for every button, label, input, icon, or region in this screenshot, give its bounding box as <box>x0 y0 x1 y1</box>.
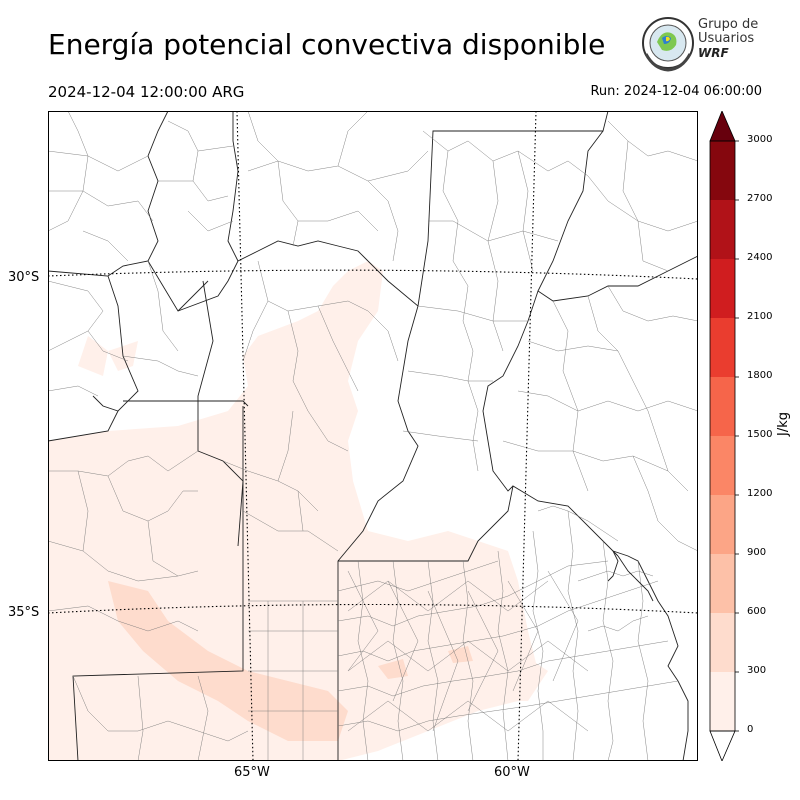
graticule <box>48 111 698 761</box>
logo-emblem-icon <box>642 17 694 72</box>
colorbar-tick-label: 1200 <box>747 488 773 499</box>
logo-line3: WRF <box>698 46 729 60</box>
province-borders <box>48 111 698 761</box>
cape-map <box>48 111 698 761</box>
colorbar-bin <box>710 200 735 259</box>
lon-label-65w: 65°W <box>234 765 270 780</box>
colorbar-bin <box>710 318 735 377</box>
colorbar <box>709 111 739 761</box>
colorbar-over-arrow <box>709 111 736 142</box>
logo-line2: Usuarios <box>698 31 755 46</box>
colorbar-tick-label: 3000 <box>747 134 773 145</box>
colorbar-tick-label: 600 <box>747 606 767 617</box>
valid-time: 2024-12-04 12:00:00 ARG <box>48 83 245 101</box>
colorbar-tick-label: 2700 <box>747 193 773 204</box>
colorbar-tick-label: 1800 <box>747 370 773 381</box>
colorbar-tick-label: 0 <box>747 724 754 735</box>
colorbar-bin <box>710 141 735 200</box>
colorbar-bin <box>710 495 735 554</box>
grupo-wrf-logo: Grupo de Usuarios WRF <box>640 16 765 74</box>
lon-label-60w: 60°W <box>494 765 530 780</box>
run-time: Run: 2024-12-04 06:00:00 <box>590 84 762 99</box>
colorbar-unit: J/kg <box>776 412 791 436</box>
colorbar-bin <box>710 554 735 613</box>
lat-label-35s: 35°S <box>8 605 40 620</box>
colorbar-tick-label: 2100 <box>747 311 773 322</box>
buenos-aires-partidos <box>337 505 679 761</box>
logo-line1: Grupo de <box>698 17 759 32</box>
colorbar-tick-label: 1500 <box>747 429 773 440</box>
colorbar-bin <box>710 377 735 436</box>
colorbar-bin <box>710 259 735 318</box>
colorbar-tick-label: 900 <box>747 547 767 558</box>
colorbar-under-arrow <box>709 730 736 761</box>
colorbar-tick-label: 300 <box>747 665 767 676</box>
lat-label-30s: 30°S <box>8 270 40 285</box>
colorbar-bin <box>710 672 735 731</box>
cape-field-300-600 <box>108 581 473 741</box>
colorbar-tick-label: 2400 <box>747 252 773 263</box>
colorbar-bin <box>710 436 735 495</box>
coastline <box>607 550 654 602</box>
colorbar-bin <box>710 613 735 672</box>
map-title: Energía potencial convectiva disponible <box>48 28 606 61</box>
department-borders <box>48 111 698 761</box>
map-frame <box>48 111 698 761</box>
